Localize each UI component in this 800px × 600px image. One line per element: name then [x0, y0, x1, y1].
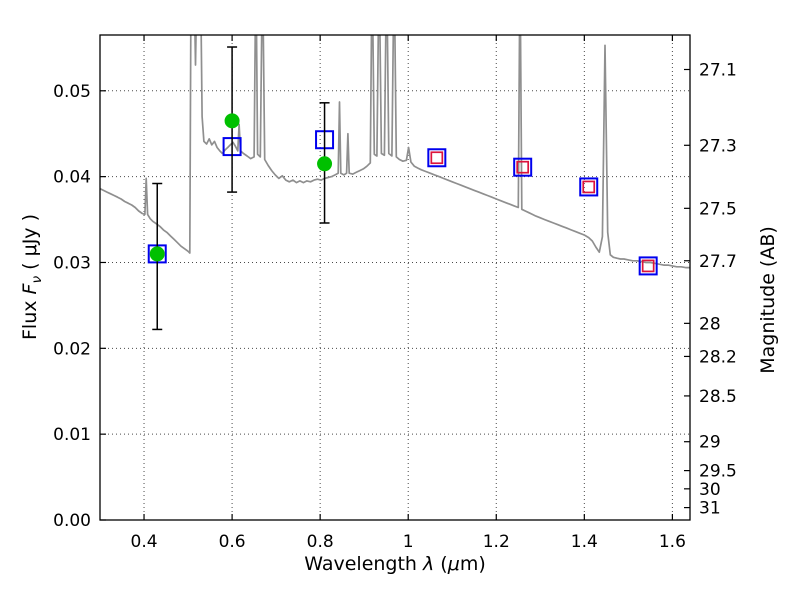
xlabel-word: Wavelength [304, 553, 424, 575]
y-tick-label-right: 31 [699, 499, 721, 519]
y-tick-label-right: 29.5 [699, 462, 737, 482]
y-tick-label-left: 0.04 [53, 168, 91, 188]
x-tick-label: 0.8 [307, 532, 334, 552]
x-tick-label: 0.4 [131, 532, 158, 552]
x-tick-label: 0.6 [219, 532, 246, 552]
y-tick-label-right: 28.5 [699, 387, 737, 407]
y-tick-label-right: 28 [699, 314, 721, 334]
y-tick-label-right: 27.1 [699, 61, 737, 81]
ylabel-unit: ( μJy ) [19, 213, 42, 276]
mu-symbol: μ [447, 553, 460, 575]
y-axis-label-left: Flux Fν ( μJy ) [19, 214, 45, 340]
photometry-green-circles-marker [149, 246, 165, 262]
x-tick-label: 1.6 [659, 532, 686, 552]
y-tick-label-right: 30 [699, 480, 721, 500]
flux-symbol: F [19, 283, 42, 295]
xlabel-paren-open: ( [434, 553, 448, 575]
y-tick-label-left: 0.05 [53, 82, 91, 102]
photometry-red-squares-marker [516, 160, 530, 174]
xlabel-unit: m) [459, 553, 486, 575]
photometry-green-circles-marker [317, 156, 333, 172]
nu-subscript: ν [28, 275, 45, 284]
y-tick-label-left: 0.03 [53, 253, 91, 273]
photometry-red-squares-marker [582, 180, 596, 194]
x-tick-label: 1.4 [571, 532, 598, 552]
y-tick-label-right: 28.2 [699, 347, 737, 367]
photometry-blue-squares-marker [638, 256, 658, 276]
photometry-green-circles-marker [224, 113, 240, 129]
x-tick-label: 1.2 [483, 532, 510, 552]
y-tick-label-left: 0.02 [53, 339, 91, 359]
magnitude-label: Magnitude (AB) [757, 226, 779, 374]
photometry-red-squares-marker [430, 151, 444, 165]
x-axis-label: Wavelength λ (μm) [100, 553, 690, 575]
lambda-symbol: λ [423, 553, 435, 575]
photometry-blue-squares-marker [427, 148, 447, 168]
spectrum-line [100, 35, 690, 269]
y-tick-label-left: 0.01 [53, 425, 91, 445]
photometry-red-squares-marker [641, 259, 655, 273]
y-tick-label-right: 29 [699, 433, 721, 453]
y-tick-label-left: 0.00 [53, 511, 91, 531]
y-tick-label-right: 27.7 [699, 252, 737, 272]
y-tick-label-right: 27.3 [699, 136, 737, 156]
ylabel-word: Flux [19, 294, 42, 341]
y-tick-label-right: 27.5 [699, 199, 737, 219]
photometry-blue-squares-marker [579, 177, 599, 197]
x-tick-label: 1 [403, 532, 414, 552]
y-axis-label-right: Magnitude (AB) [757, 226, 779, 374]
photometry-blue-squares-marker [513, 157, 533, 177]
axes-frame [99, 34, 691, 521]
